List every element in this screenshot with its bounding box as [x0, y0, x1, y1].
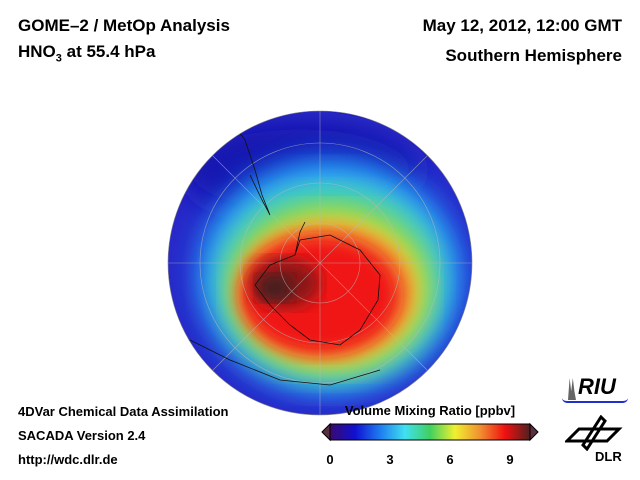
- subtitle: HNO3 at 55.4 hPa: [18, 42, 155, 64]
- colorbar-label: Volume Mixing Ratio [ppbv]: [344, 403, 516, 418]
- title: GOME–2 / MetOp Analysis: [18, 16, 230, 35]
- riu-logo: RIU: [562, 374, 632, 404]
- dlr-symbol-icon: [563, 414, 623, 452]
- species-subscript: 3: [55, 52, 62, 65]
- dlr-logo: DLR: [563, 414, 625, 465]
- coastlines: [189, 119, 381, 386]
- colorbar-tick: 9: [506, 452, 514, 467]
- riu-logo-text: RIU: [578, 374, 616, 399]
- colorbar-tick: 3: [386, 452, 394, 467]
- dlr-logo-text: DLR: [595, 449, 622, 464]
- colorbar-over-arrow: [529, 422, 539, 442]
- footer-version: SACADA Version 2.4: [18, 428, 146, 443]
- region: Southern Hemisphere: [445, 46, 622, 65]
- cathedral-icon: [568, 378, 576, 400]
- colorbar: [321, 422, 539, 442]
- riu-wave: [562, 398, 628, 403]
- colorbar-under-arrow: [321, 422, 331, 442]
- graticule: [168, 111, 472, 415]
- footer-url[interactable]: http://wdc.dlr.de: [18, 452, 118, 467]
- colorbar-tick: 0: [326, 452, 334, 467]
- species: HNO: [18, 42, 56, 61]
- footer-method: 4DVar Chemical Data Assimilation: [18, 404, 229, 419]
- date-time: May 12, 2012, 12:00 GMT: [422, 16, 622, 35]
- colorbar-tick: 6: [446, 452, 454, 467]
- hno3-field: [168, 111, 472, 415]
- colorbar-bar: [329, 423, 531, 441]
- pressure-level: at 55.4 hPa: [61, 42, 156, 61]
